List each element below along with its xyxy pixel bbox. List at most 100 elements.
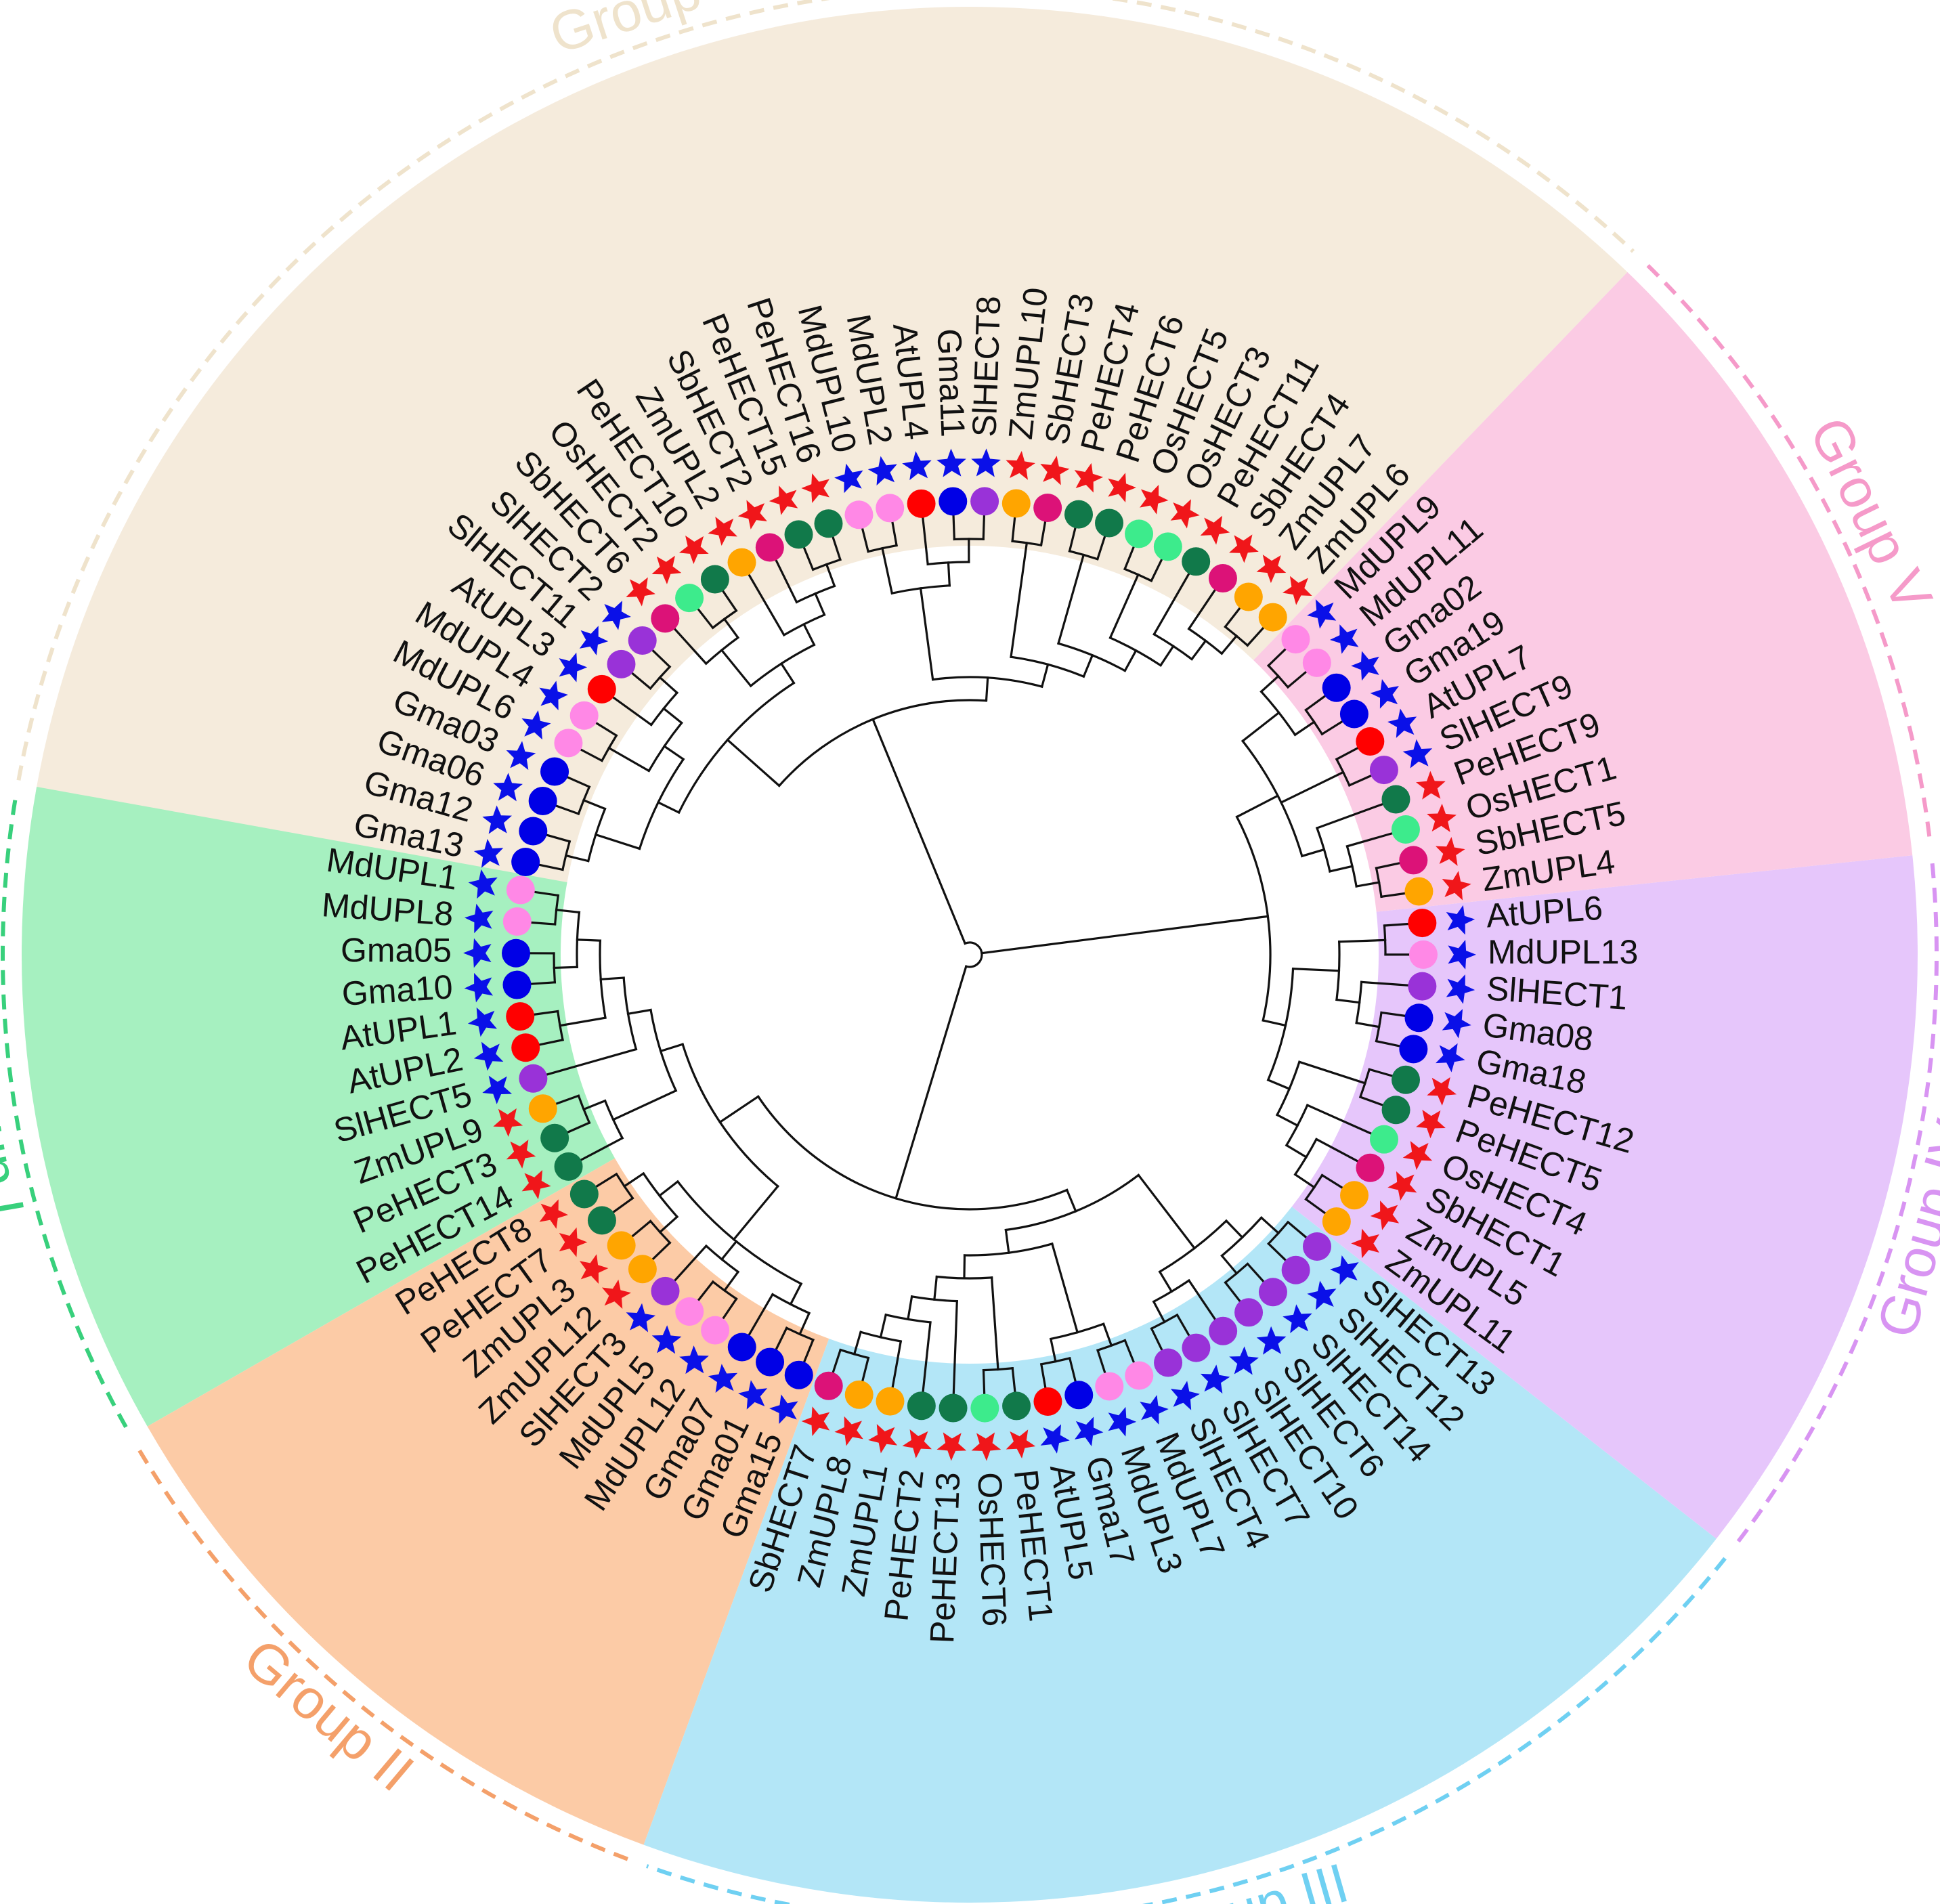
species-dot-zmupl8 (844, 1380, 874, 1409)
branch (1355, 881, 1381, 888)
clade-arc (1068, 550, 1099, 561)
branch (722, 1297, 738, 1320)
species-dot-slhect8 (970, 487, 999, 516)
branch (947, 561, 951, 587)
branch (656, 800, 681, 815)
branch (659, 1043, 685, 1053)
class-star-sbhect7 (801, 1406, 830, 1436)
branch (1314, 1138, 1359, 1163)
branch (599, 976, 625, 981)
class-star-zmupl1 (868, 1424, 898, 1454)
species-dot-slhect4 (1154, 1348, 1183, 1377)
branch (1187, 589, 1216, 630)
class-star-oshect6 (971, 1432, 1001, 1461)
class-star-gma13 (473, 838, 504, 868)
class-star-atupl2 (473, 1041, 504, 1071)
arc-group-iii (646, 1557, 1727, 1904)
branch (1224, 607, 1241, 628)
clade-arc (1383, 924, 1387, 956)
branch (879, 1313, 888, 1339)
species-dot-pehect9 (1381, 785, 1410, 814)
species-dot-sbhect1 (1356, 1153, 1385, 1182)
species-dot-zmupl7 (1234, 582, 1263, 611)
branch (933, 1275, 939, 1301)
branch (1010, 542, 1029, 659)
species-dot-oshect5 (1125, 519, 1154, 548)
branch (595, 1172, 618, 1188)
sector-group-ii (147, 1158, 829, 1845)
clade-arc (1152, 632, 1194, 661)
species-dot-pehect6 (1095, 509, 1124, 538)
branch (1102, 1322, 1113, 1347)
species-dot-pehect16 (814, 509, 843, 538)
branch (922, 1321, 932, 1393)
species-dot-zmupl2 (727, 548, 756, 577)
clade-arc (867, 544, 898, 553)
branch (1004, 1228, 1010, 1255)
class-star-mdupl3 (1108, 1406, 1137, 1437)
branch (1259, 1216, 1280, 1235)
species-dot-oshect3 (1153, 532, 1182, 561)
clade-arc (1011, 540, 1043, 546)
clade-arc (1224, 1262, 1249, 1284)
branch (1383, 922, 1409, 927)
species-dot-gma07 (727, 1333, 756, 1362)
clade-arc (1315, 826, 1331, 873)
species-dot-slhect7 (1182, 1333, 1211, 1362)
branch (1039, 1362, 1047, 1389)
branch (530, 981, 557, 985)
species-dot-atupl5 (1033, 1387, 1062, 1416)
clade-arc (926, 561, 970, 566)
clade-arc (811, 558, 842, 571)
branch (1291, 968, 1341, 972)
leaf-label-gma05: Gma05 (341, 931, 452, 970)
branch (722, 590, 738, 613)
class-star-mdupl10 (834, 463, 863, 494)
branch (1293, 1173, 1316, 1189)
branch (907, 1295, 913, 1321)
clade-arc (1266, 664, 1290, 689)
branch (1159, 645, 1175, 667)
leaf-label-gma10: Gma10 (341, 968, 454, 1013)
clade-arc (1004, 1173, 1140, 1232)
clade-arc (1358, 1068, 1371, 1099)
branch (1360, 980, 1409, 987)
class-star-zmupl4 (1442, 871, 1471, 901)
species-dot-oshect1 (1391, 815, 1420, 844)
branch (622, 1171, 645, 1188)
branch (534, 1010, 559, 1016)
clade-arc (677, 681, 796, 815)
class-star-pehect12 (1427, 1077, 1457, 1106)
class-star-sbhect5 (1436, 837, 1465, 866)
branch (1285, 1144, 1308, 1159)
branch (1286, 670, 1308, 689)
branch (881, 546, 894, 595)
class-star-gma18 (1436, 1043, 1465, 1073)
branch (720, 1240, 738, 1261)
species-dot-gma08 (1404, 1003, 1434, 1033)
leaf-label-atupl6: AtUPL6 (1485, 889, 1604, 935)
species-dot-zmupl10 (1001, 489, 1031, 518)
class-star-mdupl2 (867, 456, 897, 485)
branch (813, 592, 826, 617)
clade-arc (649, 665, 672, 690)
branch (861, 527, 870, 553)
branch (1011, 1366, 1016, 1393)
class-star-atupl5 (1040, 1424, 1070, 1454)
class-star-zmupl3 (579, 1254, 609, 1284)
branch (1297, 1060, 1366, 1085)
clade-arc (649, 691, 679, 727)
clade-arc (1049, 1322, 1105, 1341)
branch (1040, 663, 1050, 689)
arc-group-vi (16, 0, 1635, 781)
branch (1335, 747, 1359, 761)
species-dot-pehect2 (907, 1391, 936, 1421)
clade-arc (704, 636, 740, 666)
clade-arc (1335, 758, 1351, 787)
class-star-slhect8 (971, 448, 1001, 477)
branch (825, 563, 836, 588)
branch (1315, 802, 1383, 830)
clade-arc (1224, 625, 1249, 647)
clade-arc (1096, 1339, 1127, 1352)
sector-group-vi (35, 6, 1628, 886)
